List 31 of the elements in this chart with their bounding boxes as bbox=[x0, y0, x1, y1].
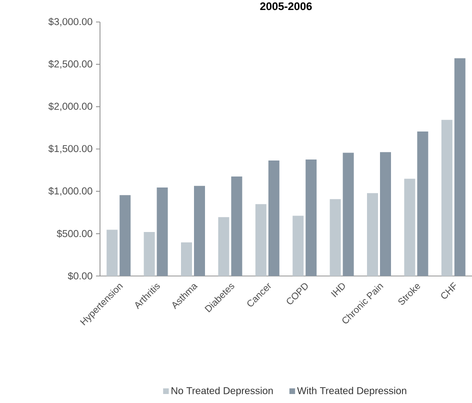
legend-label: No Treated Depression bbox=[172, 386, 273, 396]
y-tick-label: $2,500.00 bbox=[48, 60, 92, 69]
bar bbox=[342, 152, 354, 276]
y-tick-label: $2,000.00 bbox=[48, 102, 92, 111]
bar bbox=[156, 188, 168, 276]
bar bbox=[181, 242, 192, 276]
y-tick-label: $1,500.00 bbox=[48, 144, 92, 154]
bar bbox=[194, 186, 205, 276]
bar bbox=[404, 178, 416, 276]
y-tick-label: $3,000.00 bbox=[48, 18, 92, 26]
bar bbox=[255, 204, 266, 276]
bar bbox=[306, 159, 317, 276]
bar bbox=[454, 58, 466, 276]
x-tick-label: IHD bbox=[330, 283, 345, 298]
bar bbox=[120, 195, 131, 276]
y-tick-label: $1,000.00 bbox=[48, 187, 92, 196]
bar bbox=[231, 176, 242, 276]
bar bbox=[330, 199, 341, 276]
bar bbox=[106, 230, 118, 276]
bar bbox=[417, 132, 428, 276]
legend-label: With Treated Depression bbox=[297, 386, 406, 396]
bar bbox=[292, 216, 304, 276]
chart-title: 2005-2006 bbox=[260, 2, 312, 10]
bar bbox=[367, 193, 378, 276]
bar bbox=[380, 152, 392, 276]
y-tick-label: $0.00 bbox=[68, 272, 92, 280]
bar bbox=[441, 120, 452, 276]
bar bbox=[144, 232, 155, 276]
bar bbox=[268, 160, 280, 276]
y-tick-label: $500.00 bbox=[56, 230, 92, 238]
bar bbox=[218, 217, 230, 276]
